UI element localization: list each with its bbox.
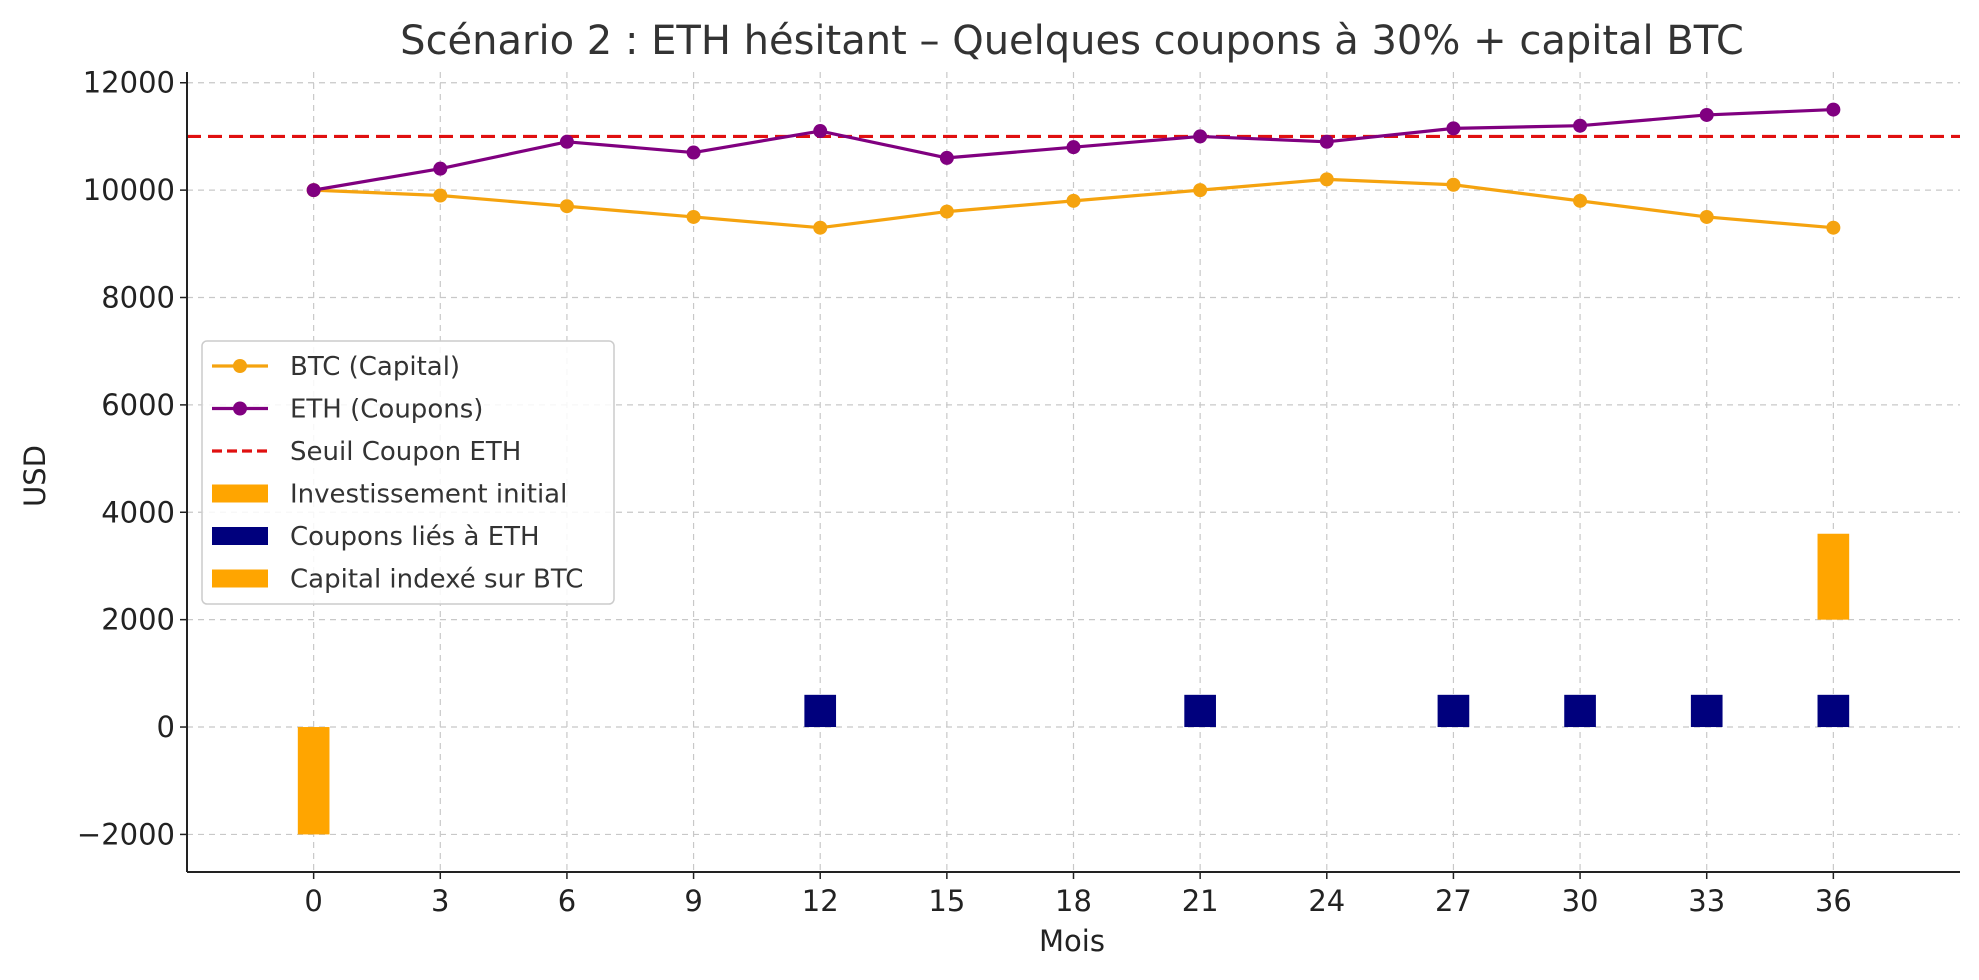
legend-swatch-bar <box>212 527 268 545</box>
x-tick-label: 27 <box>1435 884 1472 918</box>
x-tick-label: 36 <box>1815 884 1852 918</box>
grid <box>187 72 1960 872</box>
point-btc-capital <box>939 204 954 219</box>
point-btc-capital <box>433 188 448 203</box>
point-btc-capital <box>1193 183 1208 198</box>
point-btc-capital <box>813 220 828 235</box>
point-eth-coupons <box>1573 118 1588 133</box>
bar-coupons-lies-a-eth <box>804 694 837 728</box>
point-btc-capital <box>686 209 701 224</box>
y-tick-label: 0 <box>157 710 175 744</box>
point-eth-coupons <box>433 161 448 176</box>
point-eth-coupons <box>559 134 574 149</box>
point-btc-capital <box>1446 177 1461 192</box>
y-axis-label: USD <box>18 445 52 507</box>
legend-box <box>201 340 615 605</box>
legend-label: Seuil Coupon ETH <box>290 437 521 467</box>
bars <box>297 533 1850 835</box>
legend-swatch-marker <box>233 401 247 416</box>
point-eth-coupons <box>686 145 701 160</box>
y-tick-label: 2000 <box>101 603 175 637</box>
x-tick-label: 12 <box>802 884 839 918</box>
y-tick-label: 8000 <box>101 281 175 315</box>
point-eth-coupons <box>1446 121 1461 136</box>
legend-label: Capital indexé sur BTC <box>290 565 583 595</box>
point-eth-coupons <box>306 183 321 198</box>
legend-label: Coupons liés à ETH <box>290 522 540 552</box>
legend-swatch-bar <box>212 484 268 503</box>
point-eth-coupons <box>1066 140 1081 155</box>
legend-swatch-bar <box>212 569 268 588</box>
x-tick-label: 21 <box>1182 884 1219 918</box>
point-btc-capital <box>1826 220 1841 235</box>
x-tick-label: 15 <box>928 884 965 918</box>
point-eth-coupons <box>1826 102 1841 117</box>
legend-label: ETH (Coupons) <box>290 395 483 425</box>
point-eth-coupons <box>1193 129 1208 144</box>
axes <box>180 72 1960 879</box>
point-btc-capital <box>1319 172 1334 187</box>
point-btc-capital <box>559 199 574 214</box>
x-tick-label: 3 <box>431 884 449 918</box>
x-tick-label: 24 <box>1308 884 1345 918</box>
bar-coupons-lies-a-eth <box>1817 694 1850 728</box>
x-tick-label: 30 <box>1562 884 1599 918</box>
x-axis-label: Mois <box>1039 924 1105 958</box>
x-tick-label: 18 <box>1055 884 1092 918</box>
y-tick-label: 10000 <box>83 173 175 207</box>
bar-investissement-initial <box>297 727 330 835</box>
x-tick-label: 0 <box>304 884 322 918</box>
bar-coupons-lies-a-eth <box>1564 694 1596 728</box>
y-tick-label: 6000 <box>101 388 175 422</box>
x-tick-label: 6 <box>558 884 576 918</box>
bar-coupons-lies-a-eth <box>1437 694 1470 728</box>
point-btc-capital <box>1066 193 1081 208</box>
chart-title: Scénario 2 : ETH hésitant – Quelques cou… <box>400 18 1744 64</box>
point-eth-coupons <box>813 124 828 139</box>
point-eth-coupons <box>1319 134 1334 149</box>
bar-capital-indexe-sur-btc <box>1817 533 1850 620</box>
tick-labels: 0 3 6 9 12 15 18 21 24 27 30 33 36−20000200040006000… <box>77 66 1852 918</box>
y-tick-label: 4000 <box>101 495 175 529</box>
series-lines <box>306 102 1841 235</box>
x-tick-label: 33 <box>1688 884 1725 918</box>
bar-coupons-lies-a-eth <box>1184 694 1216 728</box>
y-tick-label: −2000 <box>77 817 175 851</box>
legend-swatch-marker <box>233 359 247 373</box>
point-eth-coupons <box>1699 107 1714 122</box>
point-btc-capital <box>1573 193 1588 208</box>
legend-label: BTC (Capital) <box>290 352 460 382</box>
bar-coupons-lies-a-eth <box>1690 694 1723 728</box>
point-btc-capital <box>1699 209 1714 224</box>
legend-label: Investissement initial <box>290 480 567 510</box>
x-tick-label: 9 <box>684 884 702 918</box>
point-eth-coupons <box>939 150 954 165</box>
legend: BTC (Capital) ETH (Coupons) Seuil Coupon E… <box>201 340 615 605</box>
y-tick-label: 12000 <box>83 66 175 100</box>
